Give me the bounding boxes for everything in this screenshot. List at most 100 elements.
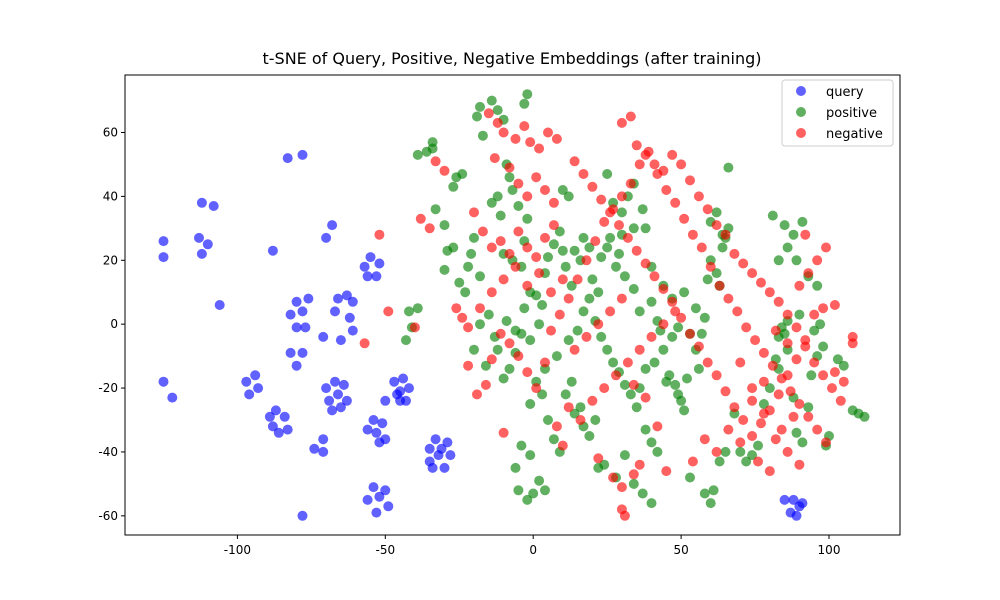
point-negative	[548, 220, 559, 231]
point-negative	[525, 137, 536, 148]
point-positive	[619, 379, 630, 390]
point-positive	[696, 328, 707, 339]
point-positive	[764, 383, 775, 394]
point-query	[365, 252, 376, 263]
point-query	[321, 232, 332, 243]
point-negative	[504, 162, 515, 173]
plot-frame	[124, 74, 901, 536]
point-negative	[773, 389, 784, 400]
point-negative	[676, 159, 687, 170]
point-positive	[616, 207, 627, 218]
point-negative	[581, 331, 592, 342]
point-positive	[640, 363, 651, 374]
point-negative	[374, 229, 385, 240]
point-negative	[782, 309, 793, 320]
point-positive	[699, 312, 710, 323]
point-positive	[809, 325, 820, 336]
point-query	[389, 376, 400, 387]
point-positive	[560, 389, 571, 400]
point-negative	[634, 344, 645, 355]
point-query	[362, 424, 373, 435]
x-tick-label: 100	[818, 543, 841, 557]
point-positive	[469, 232, 479, 243]
point-negative	[383, 306, 394, 317]
point-positive	[797, 437, 808, 448]
point-negative	[685, 175, 695, 186]
point-negative	[747, 395, 758, 406]
point-negative	[619, 510, 630, 521]
point-positive	[578, 232, 589, 243]
point-query	[196, 248, 207, 259]
point-query	[264, 411, 275, 422]
point-negative	[723, 424, 734, 435]
point-positive	[427, 143, 438, 154]
y-tick-label: 40	[103, 189, 118, 203]
point-negative	[513, 178, 524, 189]
point-positive	[463, 261, 474, 272]
point-negative	[359, 338, 370, 349]
point-negative	[540, 232, 550, 243]
point-negative	[758, 408, 769, 419]
point-positive	[430, 204, 441, 215]
point-negative	[486, 354, 497, 365]
point-negative	[685, 328, 695, 339]
point-positive	[525, 450, 536, 461]
point-query	[318, 331, 329, 342]
point-positive	[439, 264, 450, 275]
point-positive	[475, 319, 485, 330]
point-positive	[412, 149, 423, 160]
point-positive	[628, 284, 639, 294]
point-positive	[477, 130, 488, 141]
point-negative	[631, 245, 642, 256]
point-negative	[770, 325, 781, 336]
point-negative	[563, 293, 574, 304]
point-positive	[619, 450, 630, 461]
x-tick-label: 0	[529, 543, 537, 557]
point-positive	[492, 191, 503, 202]
point-negative	[809, 309, 820, 320]
point-positive	[522, 494, 533, 505]
point-query	[380, 485, 391, 496]
point-negative	[661, 185, 672, 195]
point-positive	[548, 239, 559, 250]
point-query	[788, 494, 799, 505]
point-positive	[608, 357, 619, 368]
point-positive	[510, 325, 521, 336]
point-negative	[548, 197, 559, 208]
point-query	[324, 395, 335, 406]
point-positive	[782, 242, 793, 253]
point-negative	[702, 204, 713, 215]
point-positive	[566, 376, 577, 387]
point-positive	[578, 306, 589, 317]
point-positive	[717, 242, 728, 253]
point-query	[241, 376, 252, 387]
point-negative	[531, 172, 542, 183]
point-query	[333, 293, 343, 304]
point-positive	[797, 216, 808, 227]
point-negative	[486, 287, 497, 298]
point-query	[779, 494, 790, 505]
point-query	[335, 402, 346, 413]
point-positive	[658, 344, 669, 355]
point-negative	[557, 440, 568, 451]
point-negative	[794, 280, 805, 291]
point-query	[442, 437, 453, 448]
point-negative	[670, 197, 681, 208]
point-query	[270, 405, 281, 416]
point-negative	[599, 216, 610, 227]
point-positive	[667, 331, 678, 342]
point-negative	[640, 149, 651, 160]
point-negative	[581, 255, 592, 266]
point-positive	[522, 89, 533, 100]
point-negative	[661, 466, 672, 477]
point-negative	[782, 446, 793, 457]
point-negative	[457, 312, 468, 323]
point-negative	[720, 229, 731, 240]
point-negative	[693, 341, 704, 352]
point-negative	[554, 309, 565, 320]
point-positive	[676, 395, 687, 406]
point-negative	[569, 344, 580, 355]
point-negative	[409, 322, 420, 333]
point-positive	[516, 440, 527, 451]
point-negative	[696, 242, 707, 253]
